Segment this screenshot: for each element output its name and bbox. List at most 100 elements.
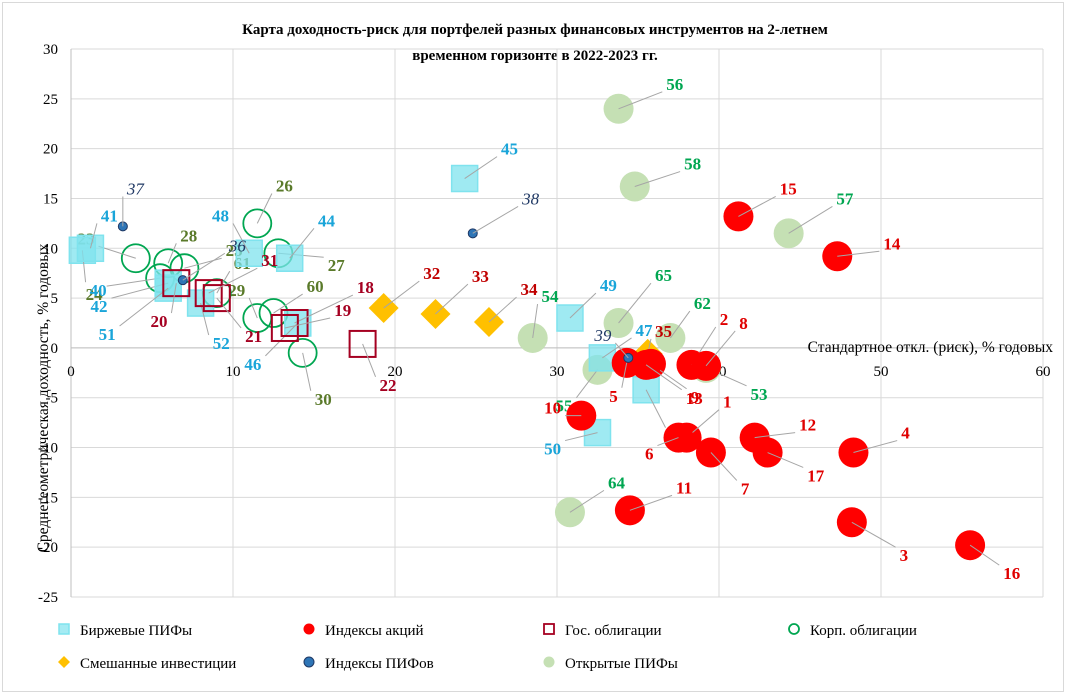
- data-label: 28: [180, 226, 197, 245]
- leader-line: [170, 283, 177, 314]
- leader-line: [294, 294, 354, 324]
- leader-line: [669, 310, 691, 339]
- data-label: 11: [676, 478, 692, 497]
- legend-item[interactable]: Биржевые ПИФы: [58, 623, 192, 639]
- leader-line: [208, 267, 258, 294]
- legend-item[interactable]: Смешанные инвестиции: [58, 656, 236, 672]
- data-point: [822, 241, 853, 272]
- data-label: 51: [99, 325, 116, 344]
- x-tick-label: 50: [874, 364, 889, 380]
- data-point: [242, 208, 273, 239]
- data-label: 36: [228, 236, 247, 255]
- leader-line: [256, 193, 273, 224]
- x-tick-label: 20: [388, 364, 403, 380]
- data-label: 2: [720, 310, 729, 329]
- data-point: [202, 284, 231, 313]
- legend-item[interactable]: Корп. облигации: [788, 623, 917, 639]
- data-label: 24: [86, 285, 104, 304]
- leader-line: [767, 452, 804, 468]
- legend-swatch: [303, 656, 315, 668]
- data-point: [614, 495, 645, 526]
- legend-label: Открытые ПИФы: [565, 656, 678, 672]
- data-label: 39: [593, 326, 612, 345]
- leader-line: [200, 302, 210, 336]
- data-point: [194, 279, 223, 308]
- data-label: 35: [655, 322, 672, 341]
- data-label: 7: [741, 479, 750, 498]
- data-label: 46: [244, 355, 261, 374]
- y-tick-label: 25: [43, 92, 58, 108]
- leader-line: [705, 330, 736, 367]
- data-label: 13: [686, 389, 703, 408]
- data-label: 44: [318, 211, 336, 230]
- data-label: 1: [723, 393, 732, 412]
- leader-line: [216, 270, 231, 294]
- data-label: 17: [807, 466, 825, 485]
- data-label: 10: [544, 399, 561, 418]
- data-label: 49: [600, 276, 617, 295]
- legend: Биржевые ПИФы Индексы акций Гос. облигации…: [58, 623, 917, 672]
- legend-item[interactable]: Индексы ПИФов: [303, 656, 434, 672]
- data-label: 64: [608, 473, 626, 492]
- leader-line: [618, 282, 652, 324]
- x-tick-label: 30: [550, 364, 565, 380]
- data-label: 53: [751, 385, 768, 404]
- legend-swatch: [543, 656, 555, 668]
- leader-line: [602, 337, 632, 359]
- leader-line: [634, 171, 681, 187]
- y-tick-label: 5: [51, 291, 59, 307]
- leader-line: [853, 440, 898, 454]
- leader-line: [184, 257, 222, 269]
- leader-line: [657, 437, 679, 447]
- data-point: [76, 234, 105, 263]
- data-label: 3: [900, 546, 909, 565]
- leader-line: [532, 303, 539, 339]
- x-tick-label: 60: [1036, 364, 1051, 380]
- legend-swatch: [788, 623, 800, 635]
- leader-line: [738, 196, 776, 217]
- y-tick-label: -20: [38, 540, 58, 556]
- leader-line: [106, 277, 161, 287]
- legend-swatch: [543, 623, 555, 635]
- y-tick-label: 0: [51, 341, 59, 357]
- leader-line: [273, 293, 303, 314]
- legend-item[interactable]: Гос. облигации: [543, 623, 662, 639]
- data-label: 48: [212, 206, 229, 225]
- data-point: [120, 243, 151, 274]
- leader-line: [564, 432, 598, 442]
- data-point: [162, 269, 191, 298]
- data-label: 50: [544, 440, 561, 459]
- data-label: 52: [213, 334, 230, 353]
- y-tick-label: 20: [43, 142, 58, 158]
- leader-line: [464, 156, 498, 179]
- data-label: 22: [380, 376, 397, 395]
- data-label: 32: [423, 264, 440, 283]
- leader-line: [576, 369, 598, 399]
- y-tick-label: -15: [38, 490, 58, 506]
- legend-swatch: [58, 656, 70, 668]
- data-label: 42: [91, 297, 108, 316]
- leader-line: [645, 389, 666, 428]
- leader-line: [119, 287, 169, 327]
- data-label: 8: [739, 314, 748, 333]
- legend-item[interactable]: Открытые ПИФы: [543, 656, 678, 672]
- y-tick-label: -10: [38, 441, 58, 457]
- data-label: 30: [315, 390, 332, 409]
- leader-line: [167, 243, 177, 264]
- leader-line: [851, 521, 896, 548]
- data-label: 45: [501, 140, 518, 159]
- data-label: 58: [684, 155, 701, 174]
- leader-line: [265, 322, 299, 357]
- leader-line: [837, 250, 880, 257]
- leader-line: [182, 252, 226, 281]
- data-label: 33: [472, 267, 489, 286]
- leader-line: [569, 489, 605, 513]
- legend-label: Индексы ПИФов: [325, 656, 434, 672]
- leader-line: [284, 317, 331, 329]
- x-tick-label: 0: [67, 364, 75, 380]
- legend-item[interactable]: Индексы акций: [303, 623, 424, 639]
- data-label: 18: [357, 278, 374, 297]
- leader-line: [618, 91, 663, 110]
- chart-title-line-1: Карта доходность-риск для портфелей разн…: [242, 22, 828, 38]
- leader-line: [569, 292, 597, 319]
